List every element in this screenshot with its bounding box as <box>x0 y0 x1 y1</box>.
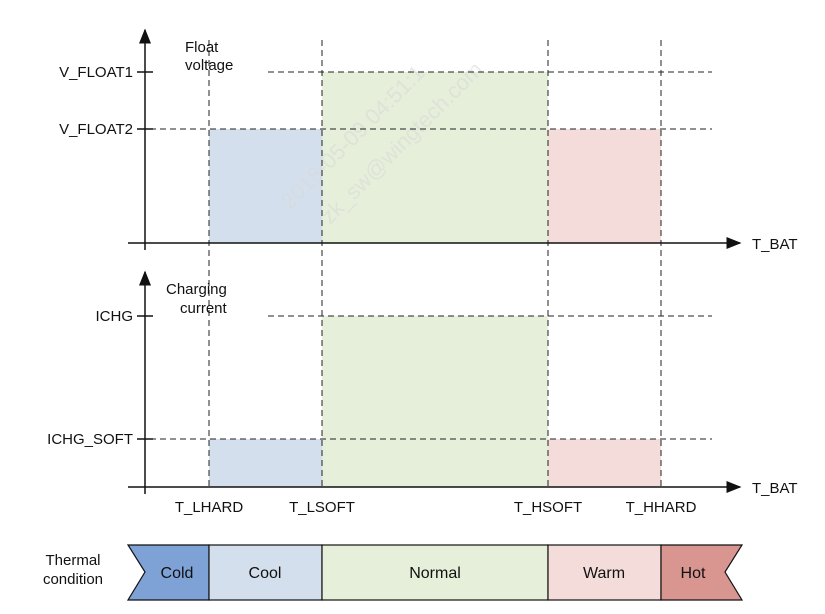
bottom-title-line2: current <box>180 300 228 317</box>
zone-warm-label: Warm <box>583 565 625 582</box>
t-hhard-label: T_HHARD <box>626 499 697 516</box>
bottom-normal-region <box>322 316 548 487</box>
bottom-warm-region <box>548 439 661 487</box>
top-warm-region <box>548 129 661 243</box>
v-float2-label: V_FLOAT2 <box>59 121 133 138</box>
t-lhard-label: T_LHARD <box>175 499 244 516</box>
bottom-x-axis-label: T_BAT <box>752 480 798 497</box>
thermal-label-line1: Thermal <box>45 552 100 569</box>
zone-cold-label: Cold <box>161 565 194 582</box>
zone-normal-label: Normal <box>409 565 461 582</box>
top-title-line2: voltage <box>185 57 233 74</box>
thermal-label-line2: condition <box>43 571 103 588</box>
t-hsoft-label: T_HSOFT <box>514 499 582 516</box>
bottom-title-line1: Charging <box>166 281 227 298</box>
zone-cold <box>126 544 210 601</box>
zone-hot <box>660 544 744 601</box>
ichg-soft-label: ICHG_SOFT <box>47 431 133 448</box>
level-lines <box>150 71 712 440</box>
top-title-line1: Float <box>185 39 219 56</box>
ichg-label: ICHG <box>96 308 134 325</box>
thermal-condition-bar <box>126 544 744 601</box>
top-normal-region <box>322 72 548 243</box>
top-cool-region <box>209 129 322 243</box>
bottom-cool-region <box>209 439 322 487</box>
top-x-axis-label: T_BAT <box>752 236 798 253</box>
zone-hot-label: Hot <box>681 565 706 582</box>
zone-cool-label: Cool <box>249 565 282 582</box>
v-float1-label: V_FLOAT1 <box>59 64 133 81</box>
t-lsoft-label: T_LSOFT <box>289 499 355 516</box>
threshold-lines <box>208 40 662 487</box>
zone-warm <box>547 544 662 601</box>
